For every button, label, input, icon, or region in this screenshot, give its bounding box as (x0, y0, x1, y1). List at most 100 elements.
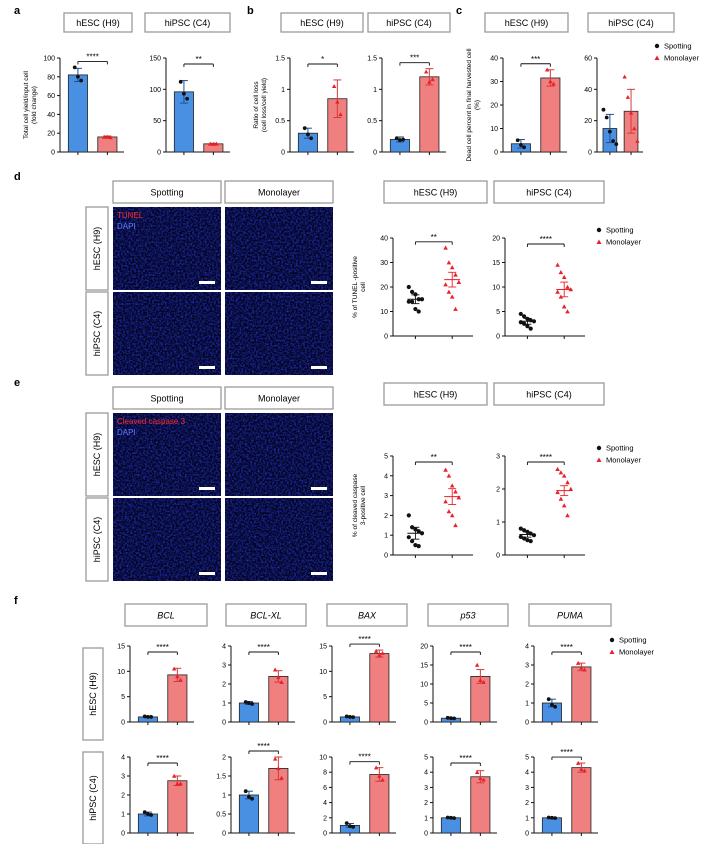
data-point-monolayer (565, 309, 570, 314)
data-point-monolayer (628, 110, 634, 115)
data-point-spotting (525, 316, 530, 321)
data-point-monolayer (373, 765, 379, 770)
y-tick-label: 15 (420, 663, 428, 670)
micro-overlay-marker: Cleaved caspase 3 (117, 417, 186, 426)
data-point-spotting (416, 297, 421, 302)
data-point-monolayer (456, 279, 462, 284)
y-tick-label: 1 (222, 701, 226, 708)
y-tick-label: 3 (121, 774, 125, 781)
micro-row-header-box (85, 291, 109, 376)
micro-col-header: Spotting (150, 394, 183, 404)
chart-title: hiPSC (C4) (526, 188, 572, 198)
y-tick-label: 40 (47, 112, 55, 119)
significance-label: **** (358, 635, 370, 644)
y-tick-label: 10 (319, 755, 327, 762)
y-tick-label: 8 (323, 770, 327, 777)
data-point-spotting (410, 289, 415, 294)
data-point-monolayer (214, 141, 219, 146)
data-point-spotting (406, 535, 411, 540)
y-tick-label: 1 (281, 87, 285, 94)
y-axis-label-line: 3-positive cell (360, 485, 367, 525)
y-tick-label: 3 (525, 785, 529, 792)
data-point-spotting (410, 525, 415, 530)
micro-row-header-box (85, 412, 109, 497)
y-tick-label: 0.5 (367, 118, 377, 125)
micro-overlay-marker: TUNEL (117, 211, 144, 220)
y-tick-label: 15 (492, 260, 500, 267)
chart-f10: 0 1 2 3 4 5 **** (525, 748, 598, 838)
data-point-spotting (531, 533, 537, 538)
micro-row-header: hESC (H9) (92, 227, 102, 271)
legend-marker-monolayer (596, 239, 602, 244)
data-point-spotting (416, 543, 421, 549)
y-tick-label: 1 (424, 815, 428, 822)
significance-label: **** (156, 643, 168, 652)
significance-label: **** (560, 643, 572, 652)
bar-monolayer (167, 780, 188, 834)
legend-label-monolayer: Monolayer (619, 648, 655, 657)
data-point-monolayer (373, 648, 379, 653)
data-point-monolayer (446, 473, 452, 478)
micro-overlay-dapi: DAPI (117, 222, 136, 231)
data-point-spotting (250, 796, 255, 801)
y-axis-label-line: (%) (474, 100, 481, 110)
data-point-monolayer (446, 509, 452, 514)
data-point-monolayer (171, 666, 177, 671)
data-point-spotting (518, 526, 523, 531)
legend-label-spotting: Spotting (664, 42, 692, 51)
bar-monolayer (369, 774, 390, 834)
data-point-spotting (452, 716, 457, 721)
data-point-monolayer (456, 495, 462, 500)
bar-spotting (238, 794, 259, 834)
data-point-monolayer (276, 766, 281, 771)
data-point-monolayer (276, 675, 281, 680)
data-point-monolayer (449, 483, 455, 488)
data-point-spotting (243, 700, 248, 704)
bar-monolayer (571, 767, 592, 834)
bar-spotting (541, 817, 562, 834)
data-point-spotting (146, 715, 150, 719)
y-axis-label-line: cell (360, 282, 367, 292)
data-point-spotting (146, 812, 150, 816)
chart-header-box (326, 603, 408, 627)
y-tick-label: 0 (525, 831, 529, 838)
data-point-monolayer (453, 306, 458, 311)
data-point-spotting (79, 78, 84, 83)
data-point-spotting (406, 299, 411, 304)
chart-a1: hESC (H9) 0 20 40 60 80 100 Total cell yield/in… (23, 12, 133, 157)
y-axis-label-line: (fold change) (31, 86, 38, 124)
y-tick-label: 2 (121, 793, 125, 800)
legend-label-spotting: Spotting (619, 636, 647, 645)
y-tick-label: 50 (153, 118, 161, 125)
y-tick-label: 0 (588, 150, 592, 157)
y-tick-label: 4 (323, 800, 327, 807)
y-tick-label: 0 (494, 150, 498, 157)
chart-d1: hESC (H9) 0 10 20 30 40 % of TUNEL -positivece… (352, 180, 488, 341)
legend-marker-monolayer (596, 457, 602, 462)
y-tick-label: 0 (222, 831, 226, 838)
data-point-monolayer (582, 667, 587, 672)
y-tick-label: 1 (525, 815, 529, 822)
chart-title: hESC (H9) (505, 18, 549, 28)
y-tick-label: 0 (384, 334, 388, 341)
y-tick-label: 5 (121, 694, 125, 701)
data-point-monolayer (582, 768, 587, 773)
bar-monolayer (540, 77, 561, 153)
significance-label: *** (410, 54, 419, 63)
data-point-spotting (550, 703, 554, 707)
significance-label: **** (257, 643, 269, 652)
significance-label: **** (156, 754, 168, 763)
scale-bar (311, 281, 327, 284)
bar-monolayer (470, 776, 491, 834)
legend-marker-spotting (654, 43, 660, 49)
y-tick-label: 3 (384, 493, 388, 500)
data-point-spotting (413, 543, 418, 548)
data-point-spotting (522, 528, 527, 533)
y-tick-label: 5 (496, 309, 500, 316)
y-tick-label: 40 (584, 87, 592, 94)
data-point-spotting (351, 825, 356, 829)
data-point-spotting (250, 702, 255, 706)
y-axis-label: Ratio of cell loss(cell loss/cell yield) (253, 78, 268, 132)
data-point-monolayer (427, 79, 432, 84)
data-point-spotting (607, 129, 612, 134)
